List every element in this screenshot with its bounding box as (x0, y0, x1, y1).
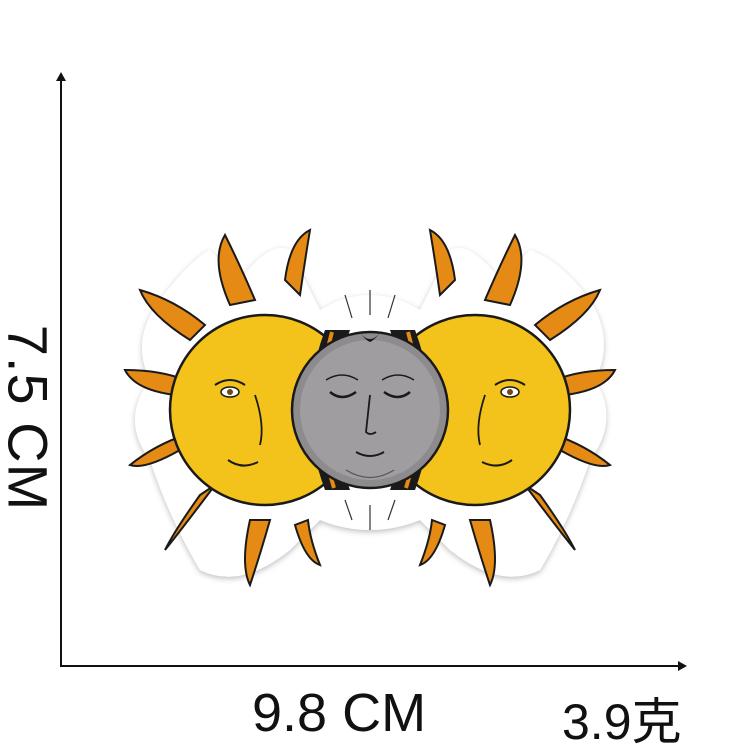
moon-face-icon (290, 330, 450, 490)
width-arrow-icon (678, 661, 687, 671)
weight-label: 3.9克 (562, 694, 682, 750)
height-label: 7.5 CM (0, 324, 60, 512)
sun-moon-patch-image (123, 228, 617, 588)
width-axis-line (60, 665, 680, 667)
height-arrow-icon (56, 72, 66, 81)
moon-rays-icon (344, 290, 396, 530)
width-label: 9.8 CM (252, 683, 427, 743)
height-axis-line (60, 78, 62, 666)
